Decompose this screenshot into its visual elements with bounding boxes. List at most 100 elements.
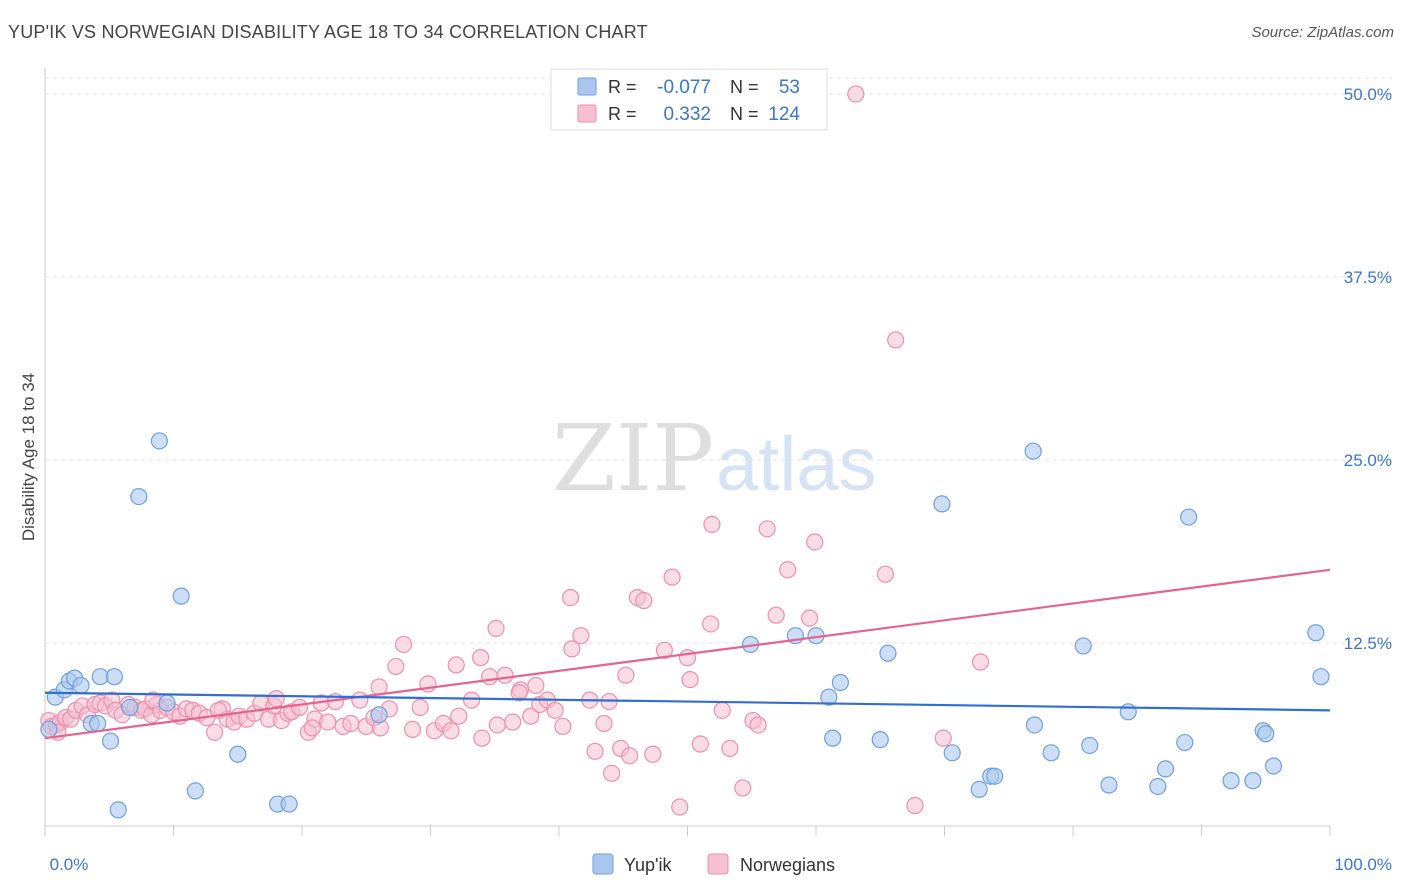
norwegians-point [267, 690, 285, 708]
norwegians-point [876, 565, 894, 583]
norwegians-point [554, 717, 572, 736]
yupik-point [1312, 668, 1330, 686]
yupik-point [105, 668, 123, 686]
norwegians-point [481, 668, 499, 686]
yupik-point [109, 801, 127, 819]
legend-r-value: -0.077 [657, 77, 711, 98]
norwegians-point [351, 691, 369, 709]
norwegians-point [702, 615, 720, 633]
norwegians-point [447, 656, 465, 674]
norwegians-point [635, 591, 653, 610]
yupik-point [370, 706, 388, 724]
yupik-point [1264, 757, 1283, 775]
yupik-point [1156, 760, 1175, 778]
yupik-point [1222, 772, 1240, 790]
legend-n-value: 124 [768, 104, 800, 125]
yupik-point [150, 432, 168, 450]
norwegians-point [342, 714, 360, 733]
norwegians-point [663, 568, 681, 586]
yupik-point [172, 587, 190, 605]
watermark-atlas: atlas [716, 422, 877, 507]
yupik-point [1074, 637, 1092, 655]
norwegians-point [758, 520, 776, 538]
norwegians-point [847, 85, 865, 103]
bottom-legend-label-norwegians: Norwegians [740, 855, 835, 875]
yupik-point [1024, 442, 1042, 460]
chart-title: YUP'IK VS NORWEGIAN DISABILITY AGE 18 TO… [8, 22, 648, 42]
legend-n-label: N = [730, 104, 759, 124]
norwegians-point [779, 561, 797, 579]
norwegians-point [734, 779, 752, 797]
bottom-legend-swatch-blue [592, 853, 614, 875]
y-tick-label: 50.0% [1344, 85, 1392, 104]
legend-swatch-pink [577, 104, 597, 123]
norwegians-point [303, 719, 321, 737]
norwegians-point [290, 698, 309, 717]
norwegians-point [527, 676, 545, 695]
norwegians-point [394, 635, 413, 654]
y-tick-label: 37.5% [1344, 268, 1392, 287]
yupik-point [1307, 624, 1325, 642]
norwegians-point [488, 716, 506, 734]
yupik-point [879, 644, 897, 662]
norwegians-point [767, 606, 785, 624]
yupik-point [1119, 703, 1137, 721]
norwegians-point [546, 701, 564, 719]
norwegians-point [644, 745, 662, 763]
axes [44, 68, 1331, 836]
norwegians-point [510, 684, 528, 702]
norwegians-point [721, 739, 739, 758]
y-tick-label: 25.0% [1344, 451, 1392, 470]
norwegians-point [671, 798, 689, 816]
bottom-legend: Yup'ik Norwegians [592, 853, 835, 875]
y-tick-labels: 12.5% 25.0% 37.5% 50.0% [1344, 85, 1392, 653]
yupik-point [831, 673, 850, 692]
watermark: ZIP atlas [552, 405, 877, 512]
norwegians-point [887, 331, 905, 349]
x-tick-labels: 0.0% 100.0% [50, 855, 1392, 874]
yupik-point [1180, 508, 1198, 526]
legend-swatch-blue [577, 77, 597, 96]
norwegians-point [522, 707, 540, 725]
norwegians-point [655, 641, 673, 659]
norwegians-point [370, 678, 388, 696]
yupik-point [1176, 733, 1194, 752]
yupik-point [1244, 772, 1262, 790]
norwegians-point [621, 747, 639, 765]
norwegians-point [463, 691, 481, 709]
norwegians-point [678, 649, 697, 667]
legend-box: R = -0.077 N = 53 R = 0.332 N = 124 [550, 68, 828, 131]
bottom-legend-label-yupik: Yup'ik [624, 855, 672, 875]
legend-r-value: 0.332 [663, 104, 711, 125]
yupik-point [121, 698, 139, 717]
y-tick-label: 12.5% [1344, 634, 1392, 653]
yupik-point [158, 694, 176, 712]
yupik-point [943, 744, 961, 762]
watermark-zip: ZIP [552, 405, 714, 512]
norwegians-point [603, 764, 621, 782]
legend-r-label: R = [608, 77, 637, 97]
bottom-legend-swatch-pink [707, 853, 729, 875]
x-tick-label: 100.0% [1334, 855, 1392, 874]
yupik-point [40, 720, 58, 738]
y-axis-label: Disability Age 18 to 34 [19, 373, 38, 541]
norwegians-point [749, 716, 767, 734]
legend-n-value: 53 [779, 77, 800, 98]
yupik-trend-line [44, 691, 1331, 712]
norwegians-point [586, 742, 604, 760]
norwegians-point [934, 729, 952, 747]
yupik-point [130, 487, 148, 506]
yupik-point [824, 729, 842, 747]
yupik-point [1257, 725, 1275, 743]
norwegians-point [473, 729, 491, 747]
norwegians-point [572, 627, 590, 645]
norwegians-point [403, 720, 422, 738]
yupik-point [101, 732, 120, 750]
grid-lines [45, 77, 1392, 644]
yupik-point [280, 795, 298, 813]
norwegians-point [496, 666, 514, 684]
norwegians-point [595, 714, 613, 733]
legend-n-label: N = [730, 77, 759, 97]
yupik-point [986, 767, 1004, 785]
